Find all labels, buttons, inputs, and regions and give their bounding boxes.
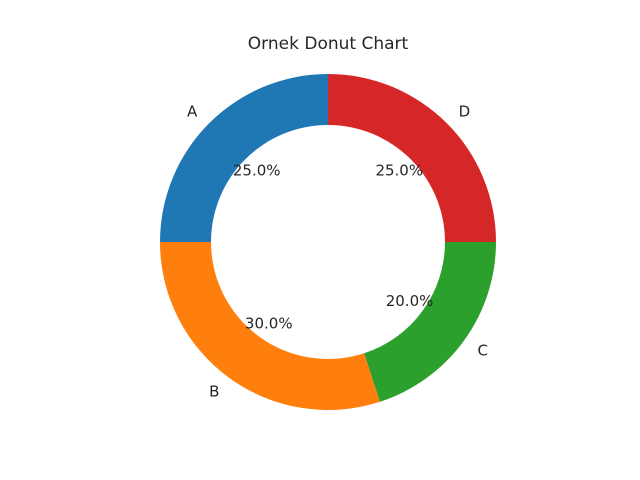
donut-slice-d <box>328 74 496 242</box>
percent-label-c: 20.0% <box>386 292 434 310</box>
slice-label-c: C <box>478 342 488 360</box>
donut-slice-b <box>160 242 380 410</box>
chart-title: Ornek Donut Chart <box>248 34 409 54</box>
slice-label-b: B <box>209 383 219 401</box>
slice-label-a: A <box>187 102 198 120</box>
donut-slice-c <box>364 242 496 402</box>
donut-slices <box>160 74 496 410</box>
slice-label-d: D <box>459 102 471 120</box>
donut-slice-a <box>160 74 328 242</box>
slice-labels: A 25.0% B 30.0% C 20.0% D 25.0% <box>187 102 488 400</box>
percent-label-b: 30.0% <box>245 315 293 333</box>
percent-label-d: 25.0% <box>375 162 423 180</box>
percent-label-a: 25.0% <box>233 162 281 180</box>
